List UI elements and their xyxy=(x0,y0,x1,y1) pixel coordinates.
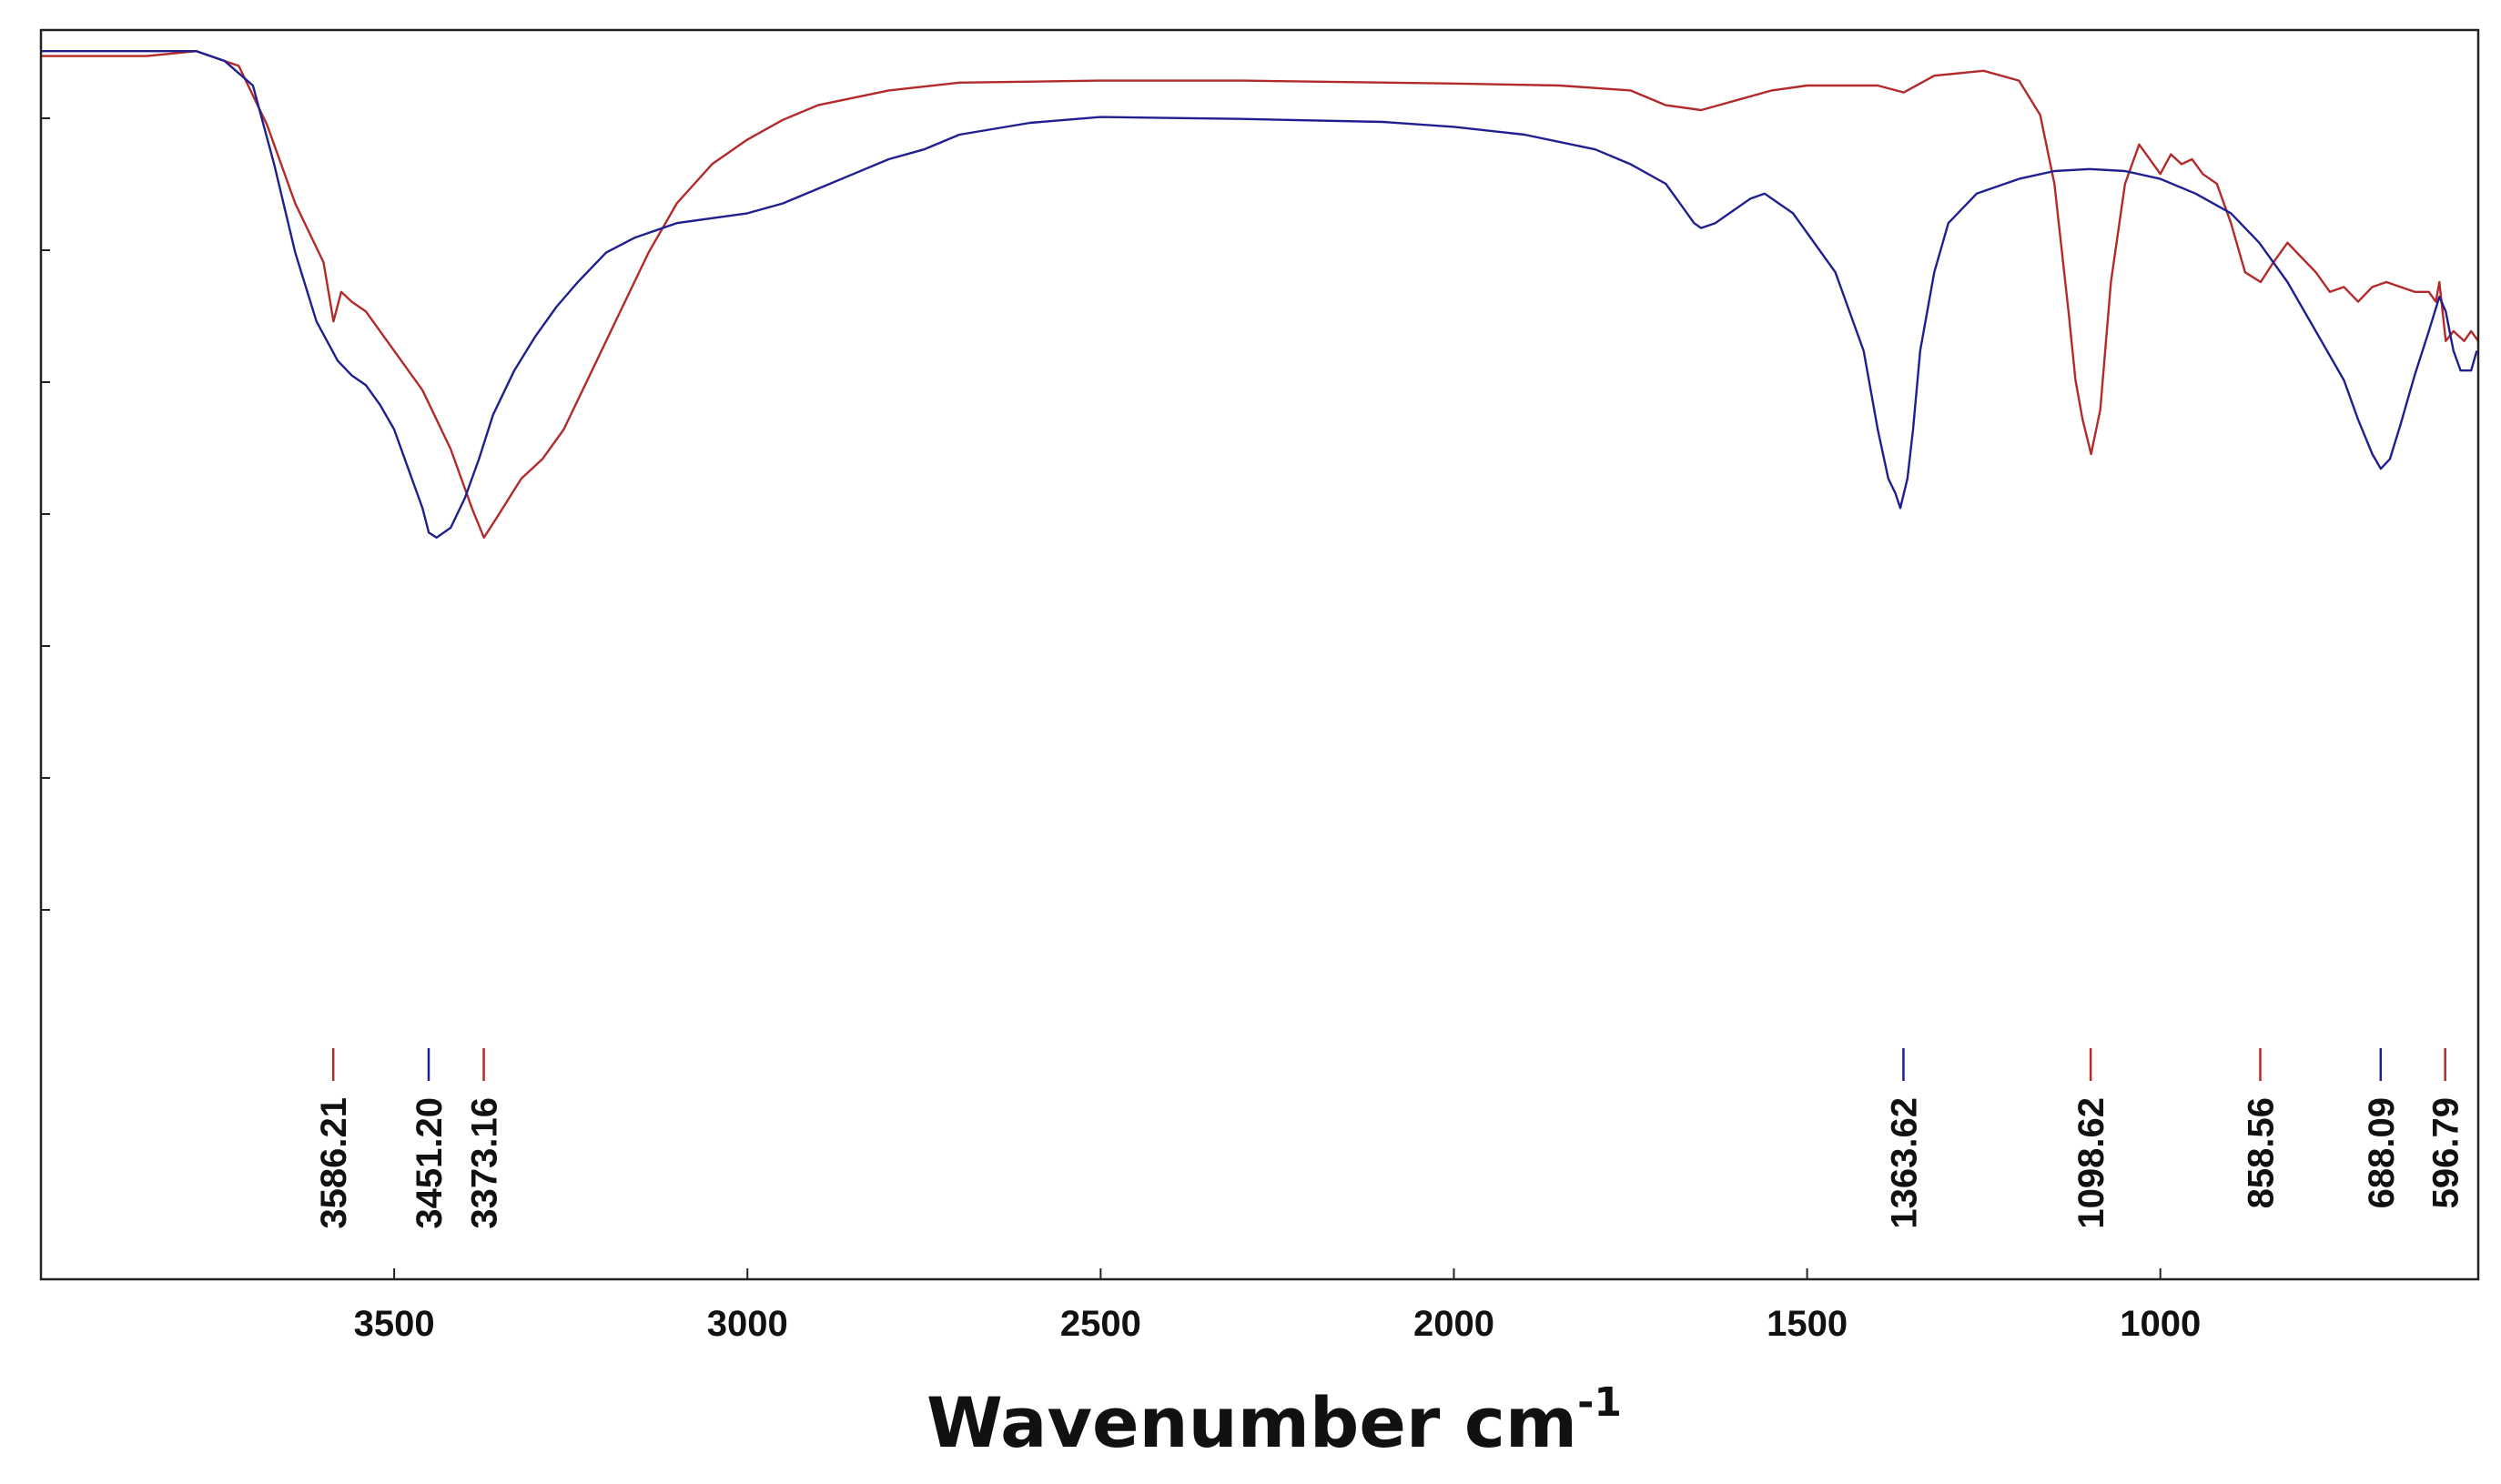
plot-frame xyxy=(39,28,2480,1281)
x-axis-ticks: 3500 3000 2500 2000 1500 1000 xyxy=(354,1268,2201,1344)
x-axis-title-superscript: -1 xyxy=(1577,1379,1622,1426)
x-tick-label: 1500 xyxy=(1767,1304,1848,1344)
y-axis-ticks xyxy=(41,117,50,911)
series-layer xyxy=(41,50,2479,539)
x-axis-title-text: Wavenumber cm xyxy=(926,1382,1577,1463)
series-line-blue xyxy=(41,50,2478,539)
peak-label: 3586.21 xyxy=(314,1097,354,1229)
x-axis-title: Wavenumber cm-1 xyxy=(926,1379,1622,1463)
peak-label: 3373.16 xyxy=(465,1097,505,1229)
series-line-red xyxy=(41,50,2479,539)
peak-label: 688.09 xyxy=(2362,1097,2402,1208)
peak-label: 1098.62 xyxy=(2071,1097,2111,1229)
x-tick-label: 2000 xyxy=(1413,1304,1494,1344)
peak-markers: 3586.21 3451.20 3373.16 1363.62 1098.62 858.5… xyxy=(314,1048,2466,1229)
x-tick-label: 3000 xyxy=(707,1304,788,1344)
x-tick-label: 1000 xyxy=(2120,1304,2201,1344)
x-tick-label: 3500 xyxy=(354,1304,435,1344)
peak-label: 858.56 xyxy=(2242,1097,2282,1208)
peak-label: 596.79 xyxy=(2426,1097,2466,1208)
peak-label: 3451.20 xyxy=(410,1097,450,1229)
x-tick-label: 2500 xyxy=(1060,1304,1141,1344)
peak-label: 1363.62 xyxy=(1884,1097,1924,1229)
